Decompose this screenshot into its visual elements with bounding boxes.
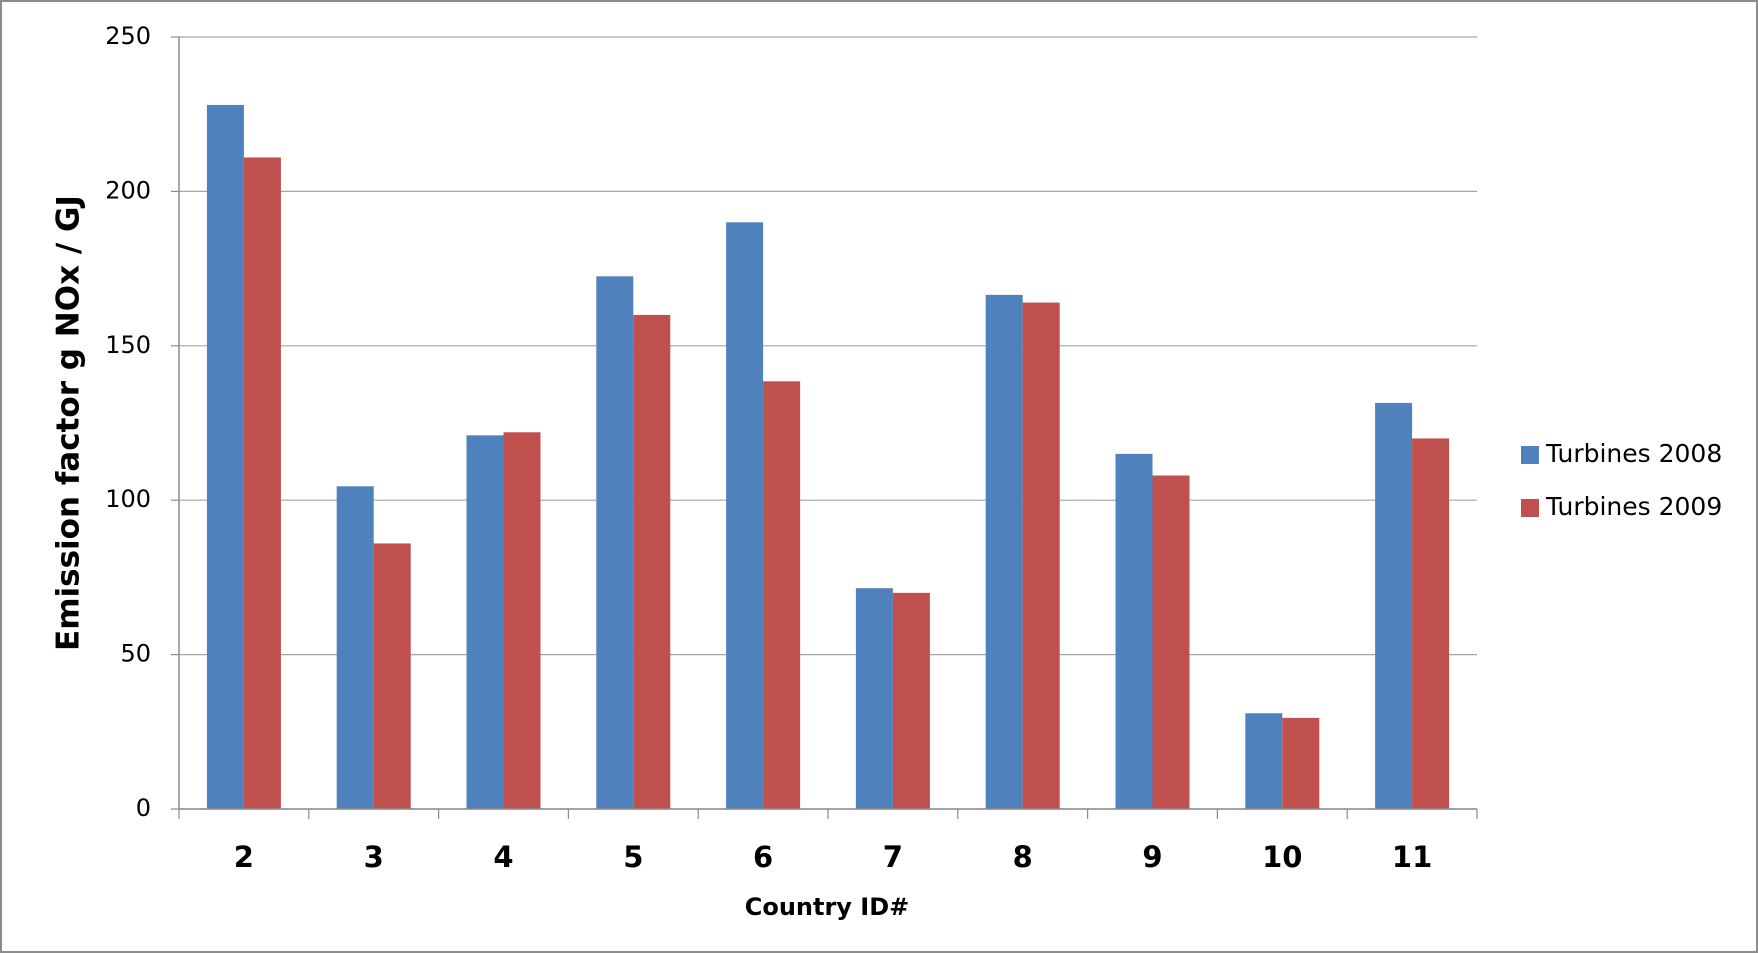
bar	[1412, 438, 1450, 809]
bar	[243, 157, 281, 809]
bar	[1282, 717, 1320, 809]
bar	[336, 486, 374, 809]
bar	[206, 104, 244, 810]
bar	[1115, 453, 1153, 809]
bar	[763, 381, 801, 809]
bar	[633, 314, 671, 809]
y-tick-label: 150	[105, 331, 151, 359]
y-tick-label: 50	[120, 640, 151, 668]
bar	[985, 294, 1023, 809]
bar	[1245, 713, 1283, 809]
x-tick-label: 5	[623, 840, 643, 874]
bar	[855, 588, 893, 809]
bar	[892, 592, 930, 809]
x-tick-label: 8	[1013, 840, 1033, 874]
bar	[726, 222, 764, 809]
y-axis-label: Emission factor g NOx / GJ	[51, 195, 87, 651]
legend-swatch	[1521, 499, 1539, 517]
y-tick-label: 200	[105, 176, 151, 204]
y-tick-label: 100	[105, 485, 151, 513]
bar	[1375, 402, 1413, 809]
legend-label: Turbines 2008	[1545, 439, 1722, 468]
x-tick-label: 3	[364, 840, 384, 874]
y-tick-label: 0	[136, 794, 151, 822]
y-tick-label: 250	[105, 22, 151, 50]
x-tick-label: 9	[1142, 840, 1162, 874]
bar	[466, 435, 504, 809]
bar	[1022, 302, 1060, 809]
bar	[596, 276, 634, 809]
bar	[1152, 475, 1190, 809]
x-tick-label: 7	[883, 840, 903, 874]
x-tick-label: 11	[1392, 840, 1432, 874]
x-axis-label: Country ID#	[745, 893, 910, 921]
legend-label: Turbines 2009	[1545, 492, 1722, 521]
bar	[373, 543, 411, 809]
x-tick-label: 2	[234, 840, 254, 874]
x-tick-label: 10	[1262, 840, 1302, 874]
x-tick-label: 6	[753, 840, 773, 874]
bar	[503, 432, 541, 809]
legend-swatch	[1521, 446, 1539, 464]
x-tick-label: 4	[493, 840, 513, 874]
